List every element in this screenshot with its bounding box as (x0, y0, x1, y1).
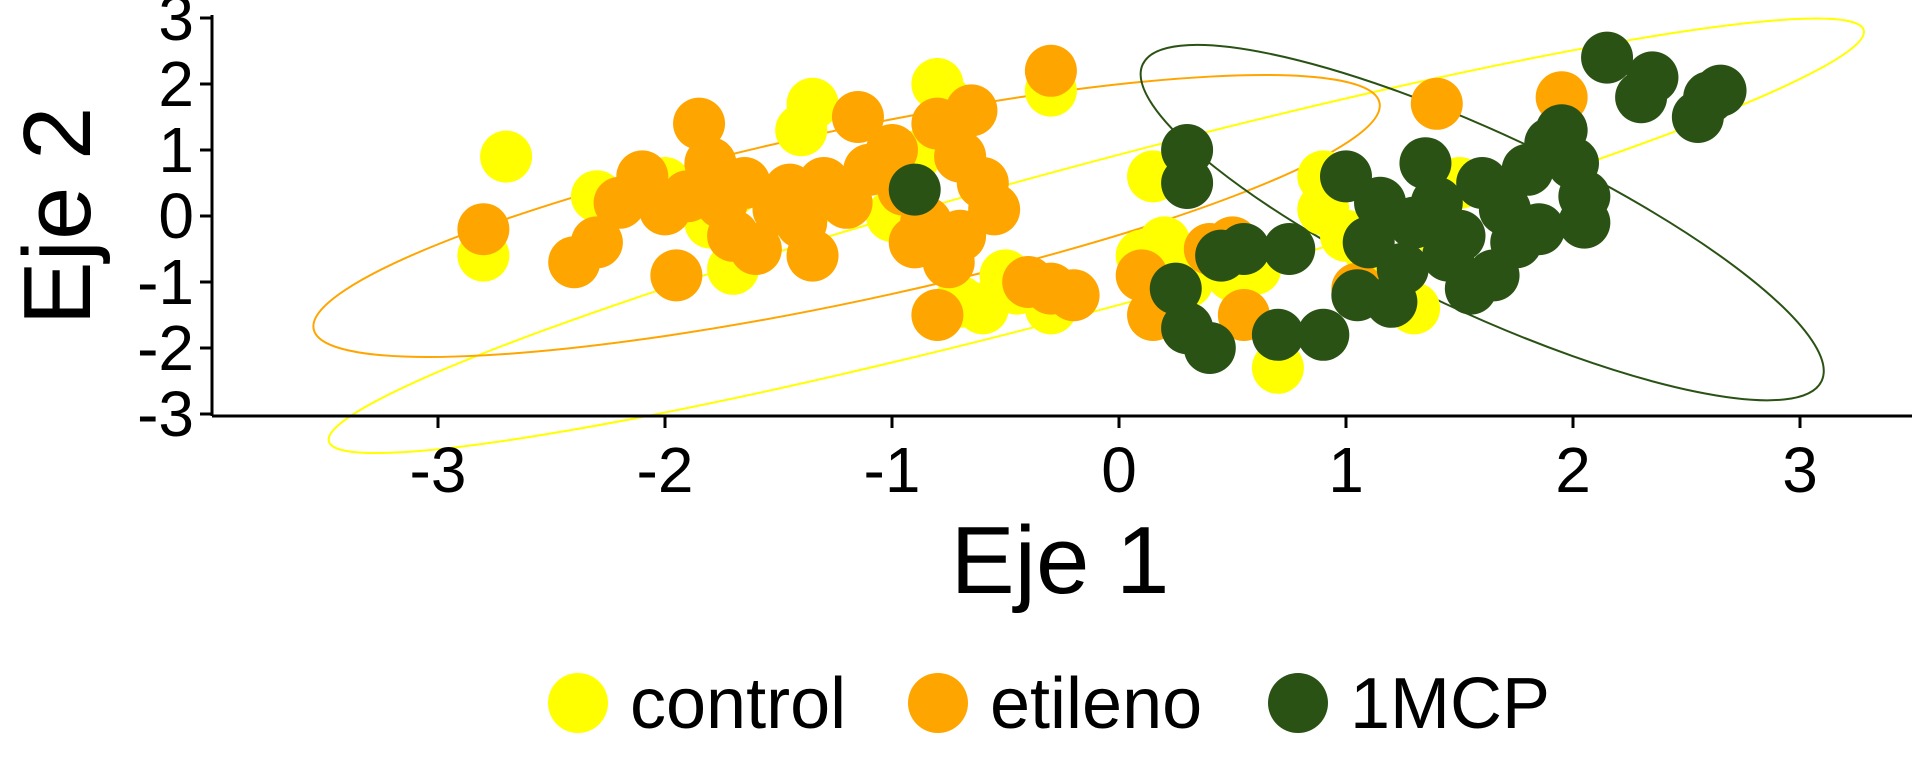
point-1MCP-7 (1217, 223, 1270, 275)
point-1MCP-33 (1558, 196, 1611, 249)
point-etileno-36 (1024, 44, 1077, 97)
point-1MCP-34 (1581, 31, 1634, 84)
point-1MCP-0 (888, 163, 941, 216)
legend-marker-1MCP (1268, 673, 1328, 733)
x-tick-label: -3 (410, 434, 467, 506)
point-1MCP-16 (1376, 242, 1429, 295)
x-tick-label: 1 (1328, 434, 1364, 506)
point-control-10 (786, 77, 839, 130)
x-tick-label: -1 (864, 434, 921, 506)
legend-marker-etileno (908, 673, 968, 733)
point-etileno-37 (1047, 269, 1100, 322)
point-1MCP-28 (1512, 203, 1565, 256)
x-tick-label: -2 (637, 434, 694, 506)
point-1MCP-18 (1399, 137, 1452, 190)
ellipse-1MCP (1139, 43, 1825, 402)
point-1MCP-1 (1149, 262, 1202, 315)
point-1MCP-9 (1263, 223, 1316, 275)
legend-label-control: control (630, 664, 846, 744)
legend-marker-control (548, 673, 608, 733)
x-tick-label: 2 (1555, 434, 1591, 506)
point-etileno-27 (911, 289, 964, 341)
point-1MCP-39 (1694, 64, 1747, 117)
y-tick-label: 1 (158, 114, 194, 186)
point-etileno-22 (866, 124, 918, 176)
ellipse-etileno (312, 74, 1381, 358)
x-tick-label: 0 (1101, 434, 1137, 506)
y-tick-label: 0 (158, 180, 194, 252)
point-etileno-2 (570, 216, 623, 269)
legend-label-etileno: etileno (990, 664, 1202, 744)
y-tick-label: -3 (137, 378, 194, 450)
point-1MCP-3 (1161, 157, 1214, 209)
point-1MCP-36 (1626, 51, 1679, 104)
point-etileno-31 (945, 84, 998, 137)
point-1MCP-10 (1297, 308, 1350, 361)
legend: control etileno 1MCP (548, 664, 1550, 744)
point-etileno-33 (968, 183, 1021, 236)
x-ticks: -3 -2 -1 0 1 2 3 (410, 416, 1818, 506)
y-tick-label: 3 (158, 0, 194, 54)
ellipse-control (327, 17, 1865, 455)
point-control-0 (480, 130, 533, 183)
point-1MCP-5 (1183, 322, 1236, 374)
y-axis-title: Eje 2 (4, 107, 111, 326)
point-etileno-20 (831, 91, 884, 143)
point-etileno-6 (650, 249, 703, 302)
legend-label-1MCP: 1MCP (1350, 664, 1550, 744)
y-tick-label: 2 (158, 48, 194, 120)
x-tick-label: 3 (1782, 434, 1818, 506)
y-tick-label: -1 (137, 246, 194, 318)
point-etileno-0 (457, 203, 510, 256)
point-1MCP-21 (1433, 209, 1486, 262)
y-tick-label: -2 (137, 312, 194, 384)
x-axis-title: Eje 1 (951, 507, 1170, 614)
point-etileno-17 (786, 229, 839, 282)
point-etileno-13 (729, 223, 782, 275)
data-points (457, 31, 1747, 394)
confidence-ellipses (312, 17, 1865, 455)
point-etileno-8 (673, 97, 726, 150)
point-etileno-44 (1410, 77, 1463, 130)
point-1MCP-8 (1251, 308, 1304, 361)
